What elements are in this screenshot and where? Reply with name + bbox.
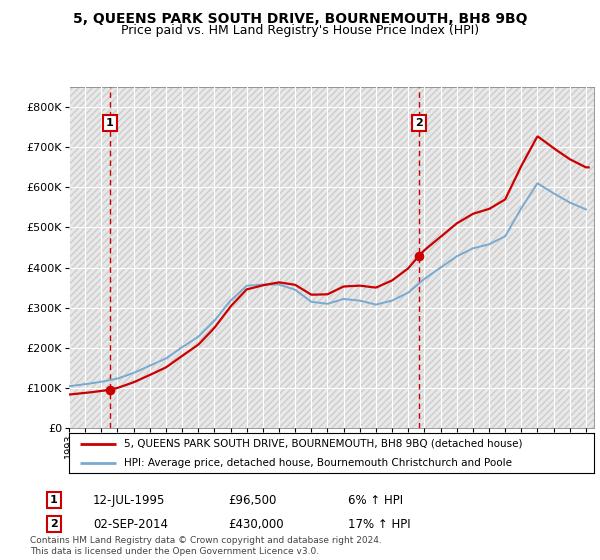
Text: 6% ↑ HPI: 6% ↑ HPI — [348, 493, 403, 507]
Text: 2: 2 — [415, 118, 423, 128]
Text: 2: 2 — [50, 519, 58, 529]
Text: 1: 1 — [106, 118, 114, 128]
Text: 17% ↑ HPI: 17% ↑ HPI — [348, 517, 410, 531]
Text: HPI: Average price, detached house, Bournemouth Christchurch and Poole: HPI: Average price, detached house, Bour… — [124, 458, 512, 468]
Text: Price paid vs. HM Land Registry's House Price Index (HPI): Price paid vs. HM Land Registry's House … — [121, 24, 479, 37]
Text: £96,500: £96,500 — [228, 493, 277, 507]
Text: £430,000: £430,000 — [228, 517, 284, 531]
Text: 02-SEP-2014: 02-SEP-2014 — [93, 517, 168, 531]
Text: 1: 1 — [50, 495, 58, 505]
Text: 5, QUEENS PARK SOUTH DRIVE, BOURNEMOUTH, BH8 9BQ (detached house): 5, QUEENS PARK SOUTH DRIVE, BOURNEMOUTH,… — [124, 439, 523, 449]
Text: Contains HM Land Registry data © Crown copyright and database right 2024.
This d: Contains HM Land Registry data © Crown c… — [30, 536, 382, 556]
Text: 12-JUL-1995: 12-JUL-1995 — [93, 493, 166, 507]
Text: 5, QUEENS PARK SOUTH DRIVE, BOURNEMOUTH, BH8 9BQ: 5, QUEENS PARK SOUTH DRIVE, BOURNEMOUTH,… — [73, 12, 527, 26]
